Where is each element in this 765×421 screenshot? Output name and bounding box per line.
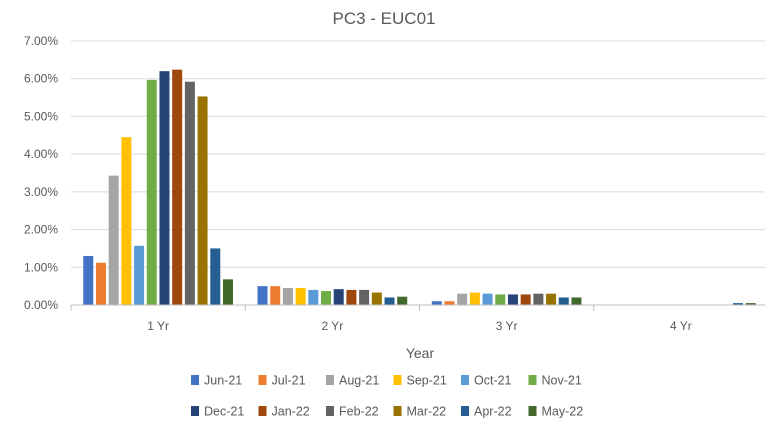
- bar: [533, 293, 544, 305]
- bar: [733, 303, 744, 305]
- bar: [257, 286, 268, 305]
- bar: [457, 293, 468, 305]
- legend-label: May-22: [542, 405, 584, 419]
- legend-swatch: [191, 375, 199, 385]
- legend-item: May-22: [528, 405, 584, 419]
- bar: [558, 297, 569, 305]
- bar: [282, 288, 293, 305]
- bar: [172, 69, 183, 305]
- legend-swatch: [393, 375, 402, 385]
- legend-label: Mar-22: [407, 405, 447, 419]
- legend-swatch: [461, 375, 469, 385]
- bar: [431, 301, 442, 305]
- x-tick-label: 1 Yr: [147, 319, 169, 333]
- x-axis: [70, 304, 765, 311]
- legend: Jun-21 Jul-21 Aug-21 Sep-21 Oct-21 Nov-21 Dec-…: [191, 374, 583, 419]
- legend-swatch: [258, 406, 267, 416]
- legend-label: Dec-21: [204, 405, 244, 419]
- y-tick-label: 4.00%: [24, 147, 58, 161]
- bar: [482, 293, 493, 305]
- bar: [197, 96, 208, 305]
- bar: [83, 255, 94, 305]
- bar: [321, 291, 332, 305]
- bar: [222, 279, 233, 305]
- legend-label: Oct-21: [474, 374, 512, 388]
- legend-label: Aug-21: [339, 374, 379, 388]
- bar: [159, 71, 170, 305]
- legend-label: Nov-21: [542, 374, 582, 388]
- bar: [134, 245, 145, 305]
- bar: [108, 175, 119, 305]
- bar: [270, 286, 281, 305]
- legend-item: Feb-22: [326, 405, 379, 419]
- bar: [444, 301, 455, 305]
- bar: [210, 248, 221, 305]
- legend-item: Sep-21: [393, 374, 447, 388]
- y-tick-label: 6.00%: [24, 72, 58, 86]
- legend-swatch: [528, 375, 537, 385]
- chart-title: PC3 - EUC01: [333, 9, 436, 28]
- legend-swatch: [258, 375, 267, 385]
- legend-label: Sep-21: [407, 374, 447, 388]
- bar: [507, 294, 518, 305]
- bar: [745, 303, 756, 305]
- legend-item: Mar-22: [393, 405, 447, 419]
- bar: [184, 81, 195, 305]
- x-axis-title: Year: [406, 345, 435, 361]
- legend-swatch: [326, 375, 334, 385]
- bar: [384, 297, 395, 305]
- bar: [121, 137, 132, 305]
- y-tick-label: 3.00%: [24, 185, 58, 199]
- bar: [295, 288, 306, 305]
- x-tick-label: 4 Yr: [670, 319, 692, 333]
- y-tick-label: 2.00%: [24, 223, 58, 237]
- bar: [146, 79, 157, 305]
- legend-label: Feb-22: [339, 405, 379, 419]
- bar: [571, 297, 582, 305]
- legend-swatch: [326, 406, 334, 416]
- y-axis-ticks: 0.00% 1.00% 2.00% 3.00% 4.00% 5.00% 6.00% 7.00%: [24, 34, 58, 312]
- bar: [520, 294, 531, 305]
- bar: [333, 289, 344, 305]
- legend-item: Apr-22: [461, 405, 512, 419]
- legend-label: Jun-21: [204, 374, 242, 388]
- bar: [95, 262, 106, 305]
- y-tick-label: 7.00%: [24, 34, 58, 48]
- legend-label: Jul-21: [272, 374, 306, 388]
- y-tick-label: 5.00%: [24, 109, 58, 123]
- bar: [359, 289, 370, 305]
- legend-item: Aug-21: [326, 374, 379, 388]
- legend-item: Jul-21: [258, 374, 306, 388]
- legend-swatch: [191, 406, 199, 416]
- legend-label: Apr-22: [474, 405, 512, 419]
- y-tick-label: 1.00%: [24, 260, 58, 274]
- legend-swatch: [393, 406, 402, 416]
- x-tick-label: 2 Yr: [321, 319, 343, 333]
- legend-item: Jun-21: [191, 374, 242, 388]
- legend-label: Jan-22: [272, 405, 310, 419]
- bar: [397, 296, 408, 305]
- legend-swatch: [461, 406, 469, 416]
- bar: [308, 289, 319, 305]
- x-axis-ticks: 1 Yr 2 Yr 3 Yr 4 Yr: [147, 319, 692, 333]
- bar: [371, 292, 382, 305]
- legend-item: Dec-21: [191, 405, 244, 419]
- y-tick-label: 0.00%: [24, 298, 58, 312]
- legend-item: Nov-21: [528, 374, 582, 388]
- bar: [469, 292, 480, 305]
- x-tick-label: 3 Yr: [496, 319, 518, 333]
- bar: [546, 293, 557, 305]
- bar: [346, 289, 357, 305]
- legend-item: Oct-21: [461, 374, 512, 388]
- legend-swatch: [528, 406, 537, 416]
- bar: [495, 294, 506, 305]
- legend-item: Jan-22: [258, 405, 310, 419]
- bars: [83, 69, 756, 305]
